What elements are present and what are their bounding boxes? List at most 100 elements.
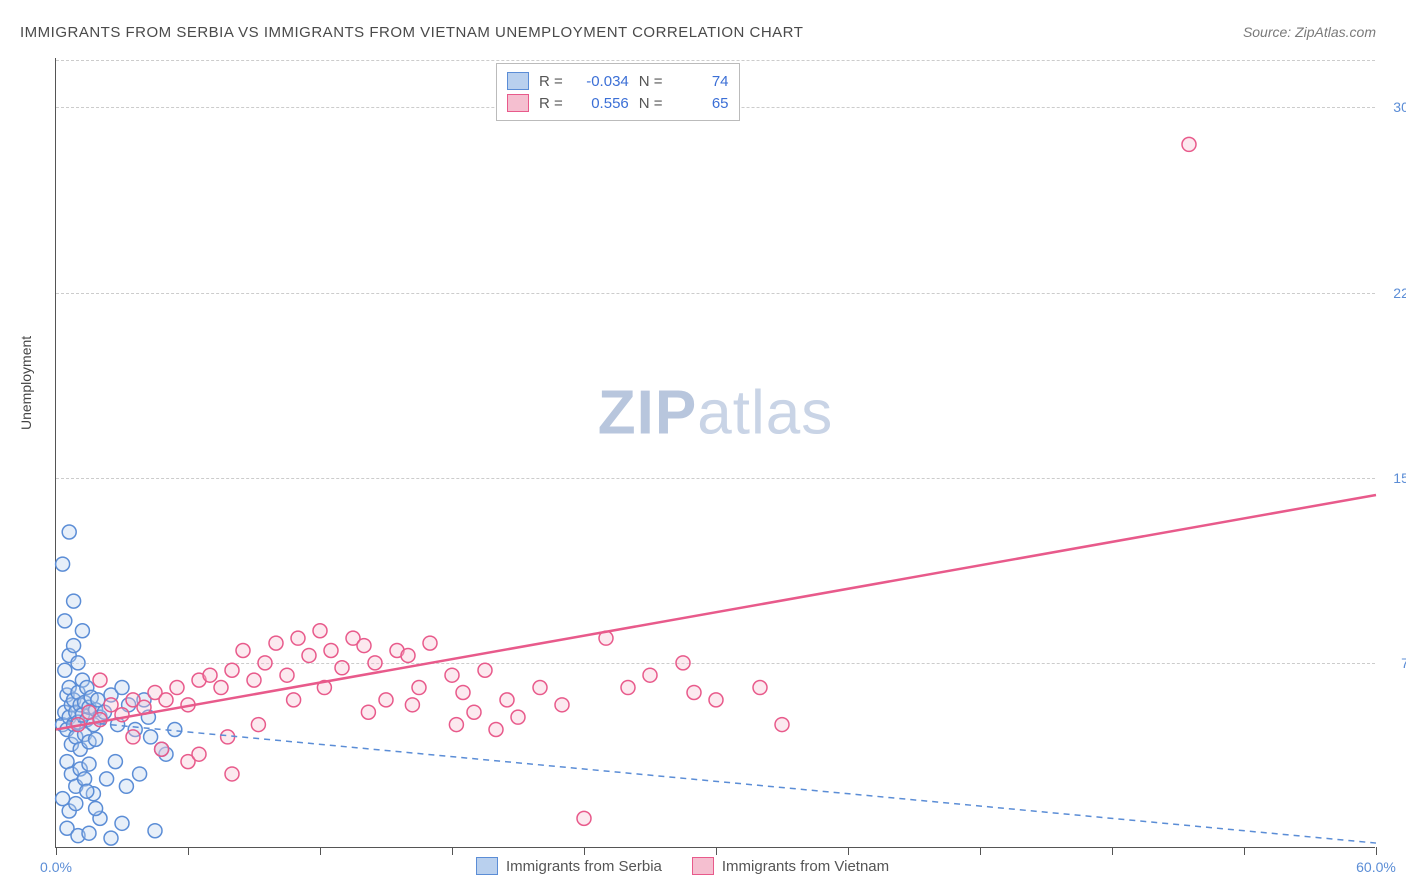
scatter-point xyxy=(423,636,437,650)
scatter-point xyxy=(159,693,173,707)
legend-r-vietnam: 0.556 xyxy=(573,95,629,112)
xtick xyxy=(56,847,57,855)
legend-r-serbia: -0.034 xyxy=(573,73,629,90)
scatter-point xyxy=(357,639,371,653)
scatter-point xyxy=(155,742,169,756)
legend-item-vietnam: Immigrants from Vietnam xyxy=(692,857,889,875)
scatter-point xyxy=(368,656,382,670)
scatter-point xyxy=(93,673,107,687)
scatter-point xyxy=(89,802,103,816)
scatter-point xyxy=(168,723,182,737)
scatter-point xyxy=(75,624,89,638)
scatter-point xyxy=(203,668,217,682)
scatter-point xyxy=(500,693,514,707)
scatter-point xyxy=(192,747,206,761)
scatter-point xyxy=(533,681,547,695)
xtick-label: 60.0% xyxy=(1356,859,1396,875)
scatter-point xyxy=(687,685,701,699)
scatter-point xyxy=(643,668,657,682)
scatter-point xyxy=(775,718,789,732)
scatter-point xyxy=(335,661,349,675)
legend-row-serbia: R = -0.034 N = 74 xyxy=(507,70,729,92)
xtick xyxy=(320,847,321,855)
legend-r-label: R = xyxy=(539,95,563,112)
scatter-point xyxy=(251,718,265,732)
xtick xyxy=(1112,847,1113,855)
scatter-point xyxy=(379,693,393,707)
trend-line xyxy=(56,720,1376,843)
ytick-label: 7.5% xyxy=(1401,655,1406,671)
scatter-point xyxy=(287,693,301,707)
scatter-point xyxy=(115,681,129,695)
scatter-point xyxy=(511,710,525,724)
scatter-point xyxy=(80,784,94,798)
scatter-point xyxy=(401,648,415,662)
scatter-point xyxy=(291,631,305,645)
chart-svg xyxy=(56,58,1375,847)
scatter-point xyxy=(225,663,239,677)
scatter-point xyxy=(405,698,419,712)
scatter-point xyxy=(148,824,162,838)
legend-label-serbia: Immigrants from Serbia xyxy=(506,858,662,875)
scatter-point xyxy=(753,681,767,695)
scatter-point xyxy=(58,663,72,677)
scatter-point xyxy=(133,767,147,781)
scatter-point xyxy=(225,767,239,781)
scatter-point xyxy=(58,614,72,628)
scatter-point xyxy=(104,698,118,712)
scatter-point xyxy=(67,639,81,653)
scatter-point xyxy=(324,644,338,658)
legend-n-serbia: 74 xyxy=(673,73,729,90)
xtick xyxy=(716,847,717,855)
scatter-point xyxy=(456,685,470,699)
scatter-point xyxy=(67,594,81,608)
scatter-point xyxy=(69,797,83,811)
legend-label-vietnam: Immigrants from Vietnam xyxy=(722,858,889,875)
scatter-point xyxy=(236,644,250,658)
scatter-point xyxy=(280,668,294,682)
scatter-point xyxy=(221,730,235,744)
swatch-serbia-bottom xyxy=(476,857,498,875)
scatter-point xyxy=(89,732,103,746)
scatter-point xyxy=(449,718,463,732)
xtick xyxy=(848,847,849,855)
scatter-point xyxy=(555,698,569,712)
scatter-point xyxy=(56,557,70,571)
scatter-point xyxy=(78,772,92,786)
scatter-point xyxy=(100,772,114,786)
y-axis-label: Unemployment xyxy=(18,336,34,430)
scatter-point xyxy=(361,705,375,719)
scatter-point xyxy=(126,730,140,744)
chart-title: IMMIGRANTS FROM SERBIA VS IMMIGRANTS FRO… xyxy=(20,24,803,41)
scatter-point xyxy=(676,656,690,670)
scatter-point xyxy=(82,826,96,840)
scatter-point xyxy=(108,755,122,769)
scatter-point xyxy=(258,656,272,670)
legend-n-label: N = xyxy=(639,73,663,90)
scatter-point xyxy=(71,656,85,670)
xtick-label: 0.0% xyxy=(40,859,72,875)
xtick xyxy=(1376,847,1377,855)
scatter-point xyxy=(709,693,723,707)
scatter-point xyxy=(269,636,283,650)
xtick xyxy=(188,847,189,855)
scatter-point xyxy=(82,757,96,771)
scatter-point xyxy=(313,624,327,638)
scatter-point xyxy=(489,723,503,737)
chart-source: Source: ZipAtlas.com xyxy=(1243,24,1376,40)
scatter-point xyxy=(62,525,76,539)
legend-correlation: R = -0.034 N = 74 R = 0.556 N = 65 xyxy=(496,63,740,121)
swatch-serbia xyxy=(507,72,529,90)
scatter-point xyxy=(170,681,184,695)
scatter-point xyxy=(115,816,129,830)
legend-series: Immigrants from Serbia Immigrants from V… xyxy=(476,857,889,875)
swatch-vietnam-bottom xyxy=(692,857,714,875)
legend-row-vietnam: R = 0.556 N = 65 xyxy=(507,92,729,114)
scatter-point xyxy=(577,811,591,825)
legend-r-label: R = xyxy=(539,73,563,90)
legend-item-serbia: Immigrants from Serbia xyxy=(476,857,662,875)
swatch-vietnam xyxy=(507,94,529,112)
scatter-point xyxy=(621,681,635,695)
scatter-point xyxy=(1182,137,1196,151)
scatter-point xyxy=(247,673,261,687)
